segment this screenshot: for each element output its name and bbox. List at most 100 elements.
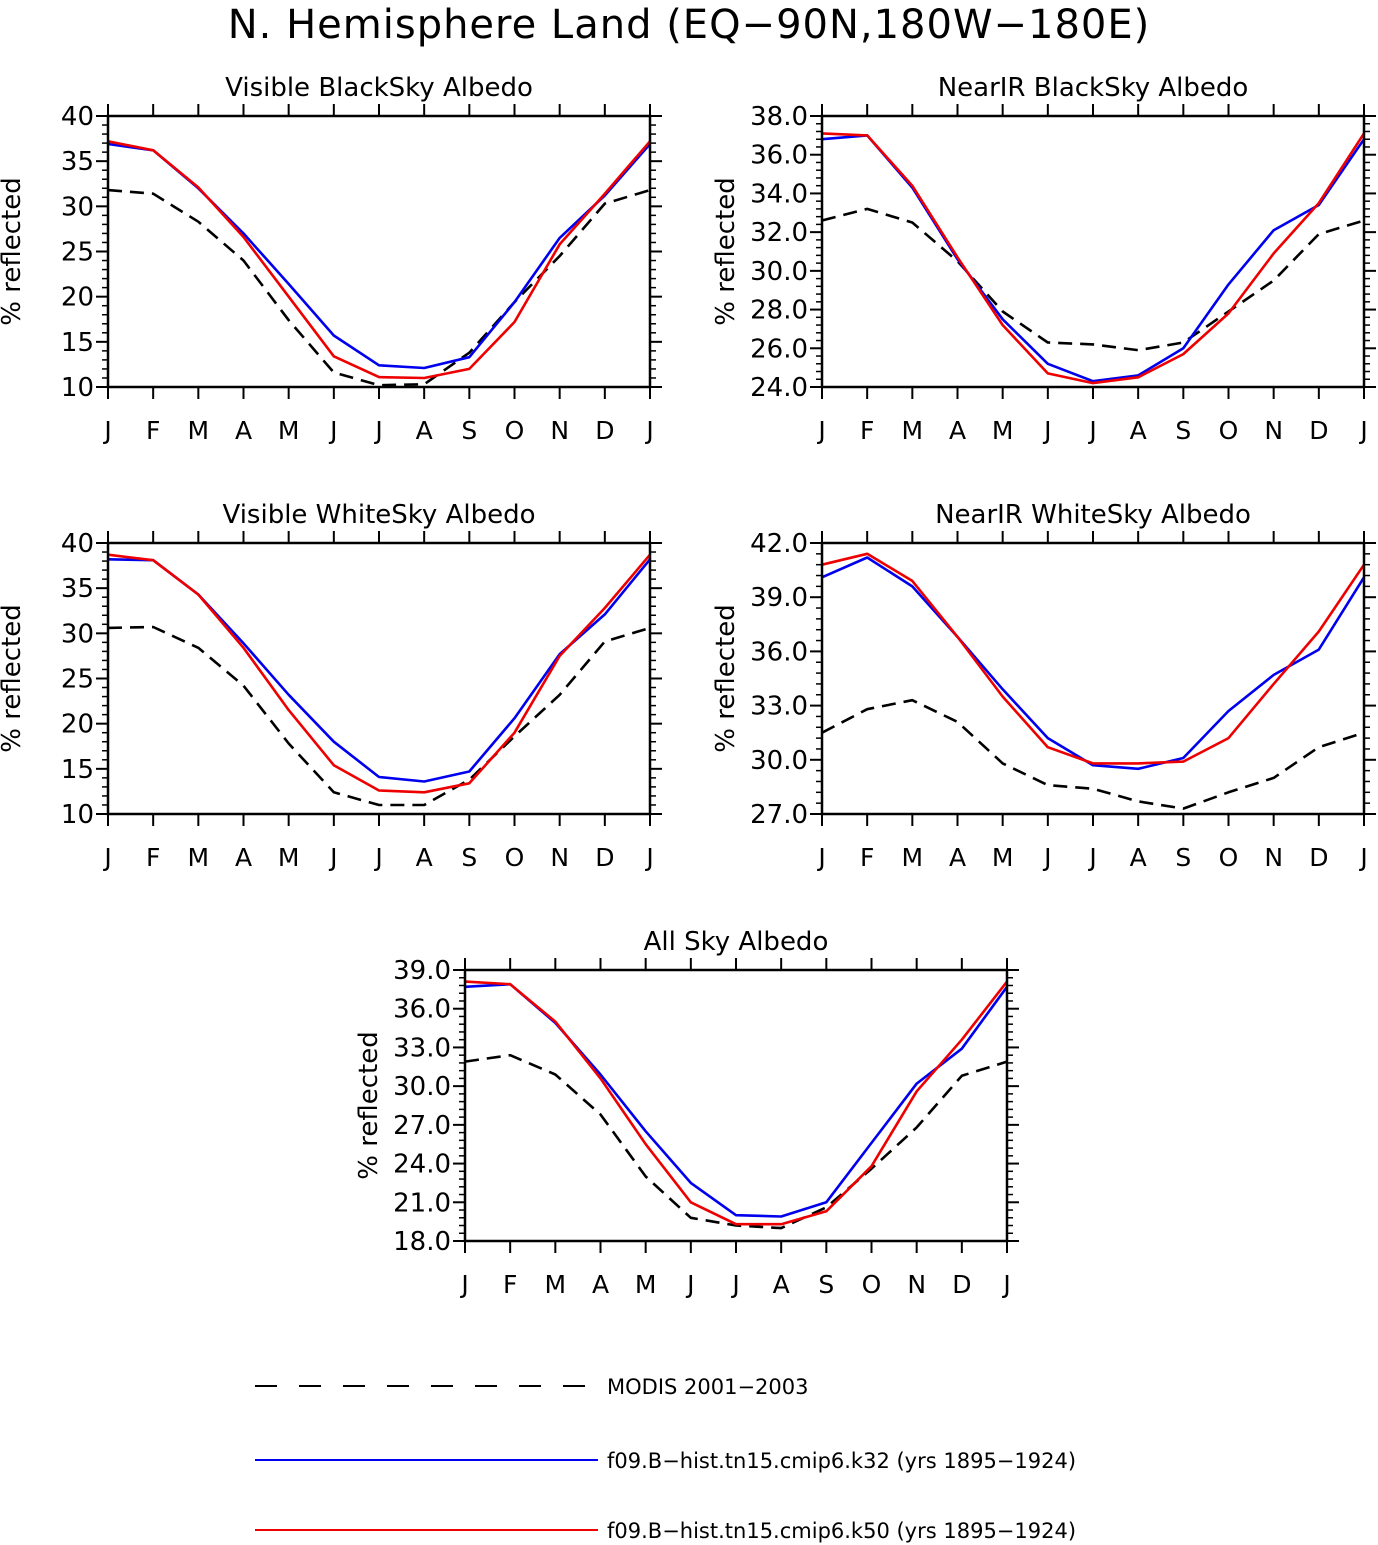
y-tick-label: 30	[61, 619, 94, 649]
x-tick-label: O	[1219, 416, 1239, 445]
y-tick-label: 40	[61, 529, 94, 559]
x-tick-label: A	[949, 843, 966, 872]
legend-label-modis: MODIS 2001−2003	[607, 1375, 809, 1399]
y-tick-label: 25	[61, 665, 94, 695]
plot-frame	[820, 541, 1366, 816]
y-axis-label: % reflected	[0, 177, 27, 325]
series-line-k50	[821, 132, 1366, 385]
y-tick-label: 10	[61, 373, 94, 403]
chart-title: Visible BlackSky Albedo	[225, 73, 533, 103]
series-line-k32	[107, 142, 651, 370]
x-tick-label: M	[188, 416, 210, 445]
y-tick-label: 27.0	[393, 1111, 451, 1141]
x-tick-label: J	[373, 843, 382, 872]
x-tick-label: J	[1042, 843, 1051, 872]
x-tick-label: J	[644, 843, 653, 872]
x-tick-label: A	[773, 1270, 790, 1299]
x-tick-label: A	[416, 416, 433, 445]
y-axis-label: % reflected	[711, 177, 741, 325]
legend-label-k32: f09.B−hist.tn15.cmip6.k32 (yrs 1895−1924…	[607, 1449, 1076, 1473]
x-tick-label: O	[505, 416, 525, 445]
x-tick-label: D	[1309, 416, 1328, 445]
x-tick-label: N	[550, 843, 569, 872]
x-tick-label: D	[1309, 843, 1328, 872]
plot-frame	[820, 114, 1366, 389]
x-tick-label: A	[1130, 843, 1147, 872]
x-tick-label: D	[952, 1270, 971, 1299]
y-tick-label: 27.0	[750, 800, 808, 830]
x-tick-label: N	[907, 1270, 926, 1299]
x-tick-label: F	[860, 843, 874, 872]
x-tick-label: S	[1175, 843, 1191, 872]
x-tick-label: J	[1087, 416, 1096, 445]
x-tick-label: J	[730, 1270, 739, 1299]
series-line-modis	[107, 625, 651, 807]
x-tick-label: D	[595, 843, 614, 872]
x-tick-label: O	[505, 843, 525, 872]
x-tick-label: N	[1264, 843, 1283, 872]
x-tick-label: J	[644, 416, 653, 445]
series-line-modis	[821, 698, 1365, 810]
x-tick-label: J	[1001, 1270, 1010, 1299]
chart-title: NearIR WhiteSky Albedo	[935, 500, 1251, 530]
y-tick-label: 24.0	[393, 1150, 451, 1180]
x-tick-label: F	[146, 416, 160, 445]
y-axis-label: % reflected	[354, 1031, 384, 1179]
x-tick-label: A	[235, 843, 252, 872]
x-tick-label: J	[102, 416, 111, 445]
x-tick-label: M	[992, 843, 1014, 872]
chart-title: NearIR BlackSky Albedo	[938, 73, 1249, 103]
y-tick-label: 40	[61, 102, 94, 132]
x-tick-label: M	[902, 416, 924, 445]
x-tick-label: M	[278, 416, 300, 445]
x-tick-label: O	[862, 1270, 882, 1299]
x-tick-label: A	[235, 416, 252, 445]
x-tick-label: S	[818, 1270, 834, 1299]
y-tick-label: 32.0	[750, 218, 808, 248]
y-tick-label: 10	[61, 800, 94, 830]
series-line-k32	[464, 982, 1009, 1218]
chart-title: Visible WhiteSky Albedo	[222, 500, 535, 530]
x-tick-label: M	[278, 843, 300, 872]
x-tick-label: J	[1358, 416, 1367, 445]
x-tick-label: J	[459, 1270, 468, 1299]
y-tick-label: 36.0	[393, 995, 451, 1025]
x-tick-label: J	[816, 416, 825, 445]
y-tick-label: 30	[61, 192, 94, 222]
x-tick-label: N	[1264, 416, 1283, 445]
x-tick-label: O	[1219, 843, 1239, 872]
series-line-k32	[821, 556, 1366, 771]
x-tick-label: S	[461, 416, 477, 445]
y-tick-label: 42.0	[750, 529, 808, 559]
y-tick-label: 34.0	[750, 179, 808, 209]
x-tick-label: J	[1042, 416, 1051, 445]
y-tick-label: 30.0	[393, 1072, 451, 1102]
x-tick-label: D	[595, 416, 614, 445]
y-axis-label: % reflected	[0, 604, 27, 752]
x-tick-label: M	[992, 416, 1014, 445]
legend-label-k50: f09.B−hist.tn15.cmip6.k50 (yrs 1895−1924…	[607, 1519, 1076, 1543]
x-tick-label: M	[635, 1270, 657, 1299]
x-tick-label: J	[1087, 843, 1096, 872]
y-tick-label: 18.0	[393, 1227, 451, 1257]
y-tick-label: 39.0	[393, 956, 451, 986]
page-title: N. Hemisphere Land (EQ−90N,180W−180E)	[227, 2, 1151, 48]
x-tick-label: A	[592, 1270, 609, 1299]
y-tick-label: 33.0	[393, 1033, 451, 1063]
y-tick-label: 25	[61, 238, 94, 268]
y-tick-label: 36.0	[750, 637, 808, 667]
x-tick-label: J	[685, 1270, 694, 1299]
chart-title: All Sky Albedo	[644, 927, 829, 957]
legend: MODIS 2001−2003 f09.B−hist.tn15.cmip6.k32…	[255, 1375, 1076, 1543]
x-tick-label: J	[328, 843, 337, 872]
y-tick-label: 15	[61, 755, 94, 785]
y-tick-label: 30.0	[750, 746, 808, 776]
x-tick-label: J	[373, 416, 382, 445]
y-tick-label: 20	[61, 710, 94, 740]
y-tick-label: 39.0	[750, 583, 808, 613]
x-tick-label: F	[146, 843, 160, 872]
